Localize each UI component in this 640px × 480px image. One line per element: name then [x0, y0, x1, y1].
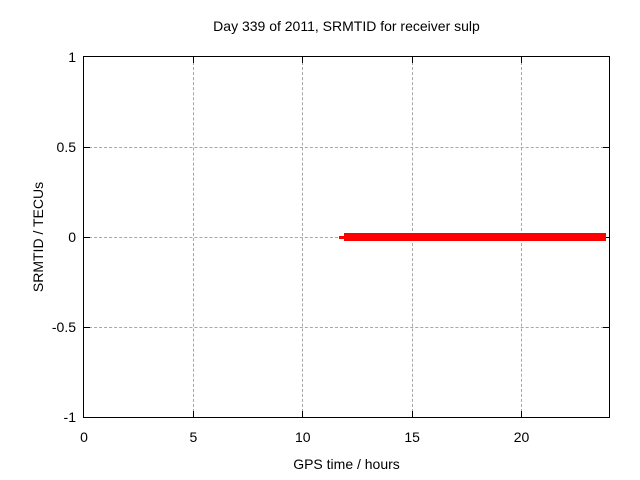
x-tick-label: 10	[294, 429, 311, 445]
x-tick-label: 15	[404, 429, 420, 445]
x-tick-label: 20	[513, 429, 530, 445]
x-tick-mark-top	[521, 57, 522, 63]
x-gridline	[192, 57, 194, 417]
y-tick-label: 1	[68, 49, 76, 65]
x-tick-mark-bottom	[411, 411, 413, 417]
y-tick-mark-left	[84, 326, 90, 328]
y-tick-mark-left	[84, 236, 90, 238]
x-axis-label: GPS time / hours	[293, 456, 400, 472]
chart-title: Day 339 of 2011, SRMTID for receiver sul…	[213, 18, 480, 34]
x-tick-mark-top	[411, 57, 413, 63]
y-tick-label: 0.5	[56, 139, 76, 155]
x-tick-mark-bottom	[302, 411, 304, 417]
y-tick-mark-right	[603, 326, 609, 328]
y-gridline	[84, 326, 609, 328]
y-tick-mark-left	[84, 146, 90, 148]
x-tick-label: 5	[189, 429, 198, 445]
x-tick-mark-bottom	[192, 411, 194, 417]
y-tick-mark-right	[603, 146, 609, 148]
y-tick-label: -0.5	[51, 319, 76, 335]
y-tick-mark-right	[603, 236, 609, 238]
x-gridline	[302, 57, 304, 417]
x-tick-label: 0	[80, 429, 88, 445]
y-tick-label: 0	[68, 229, 76, 245]
x-tick-mark-top	[302, 57, 304, 63]
data-line-segment	[338, 235, 345, 239]
y-gridline	[84, 146, 609, 148]
x-tick-mark-bottom	[521, 411, 522, 417]
data-line-segment	[344, 233, 606, 241]
x-tick-mark-top	[192, 57, 194, 63]
plot-area	[83, 56, 610, 418]
y-tick-label: -1	[63, 409, 76, 425]
